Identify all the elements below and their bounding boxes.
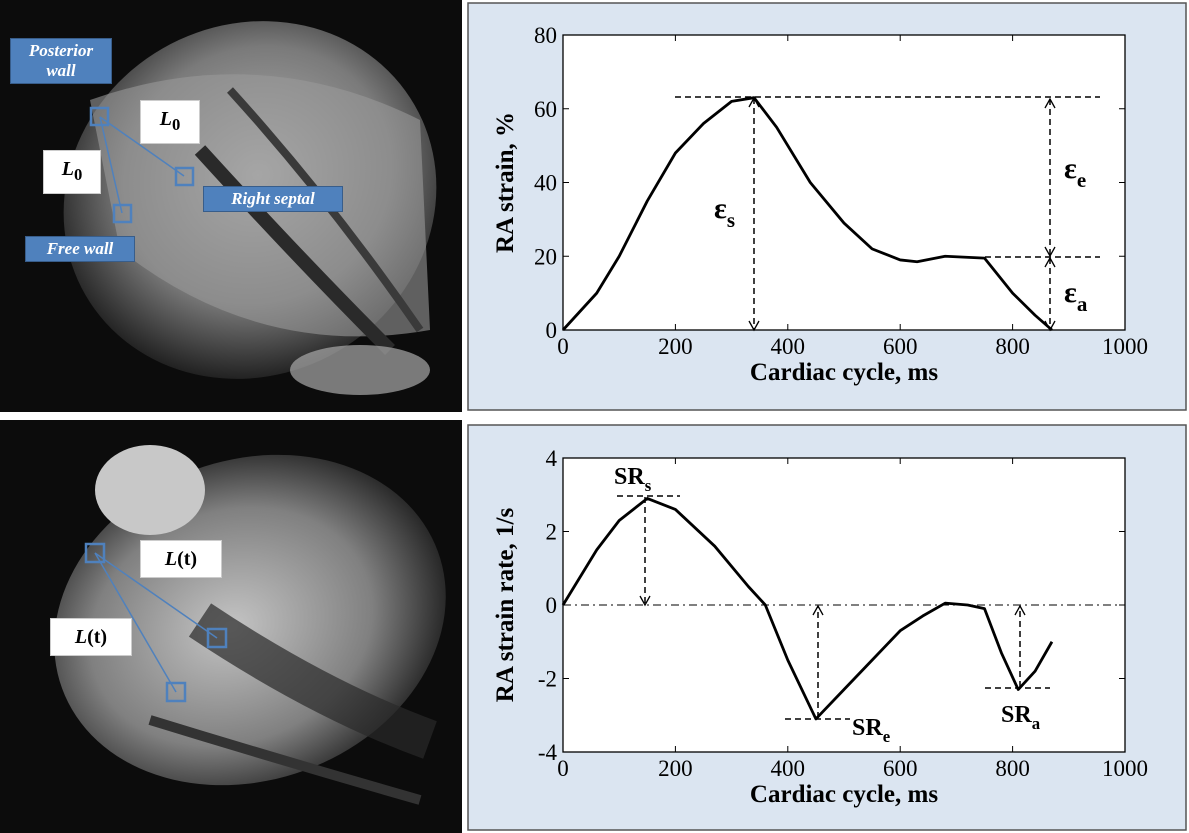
- annotation-main: ε: [1064, 276, 1077, 309]
- figure: 02004006008001000020406080Cardiac cycle,…: [0, 0, 1189, 833]
- image-label-text: L: [160, 108, 172, 130]
- x-tick-label: 400: [771, 756, 806, 781]
- image-label-text: Posterior wall: [29, 41, 93, 80]
- image-label-suffix: (t): [177, 548, 197, 570]
- y-tick-label: 0: [546, 593, 558, 618]
- x-tick-label: 200: [658, 756, 693, 781]
- y-tick-label: 0: [546, 318, 558, 343]
- image-label: L0: [140, 100, 200, 144]
- x-tick-label: 600: [883, 756, 918, 781]
- y-axis-label: RA strain rate, 1/s: [492, 508, 519, 703]
- y-tick-label: 2: [546, 520, 558, 545]
- x-tick-label: 1000: [1102, 756, 1148, 781]
- annotation-main: ε: [714, 192, 727, 225]
- annotation-sub: a: [1032, 714, 1041, 733]
- y-tick-label: 20: [534, 244, 557, 269]
- annotation-sub: s: [727, 208, 735, 232]
- x-axis-label: Cardiac cycle, ms: [750, 359, 938, 386]
- x-tick-label: 800: [995, 756, 1030, 781]
- x-tick-label: 400: [771, 334, 806, 359]
- image-label: L0: [43, 150, 101, 194]
- image-label: L(t): [50, 618, 132, 656]
- annotation-sub: a: [1077, 292, 1088, 316]
- plot-area: [563, 35, 1125, 330]
- image-label-suffix: (t): [87, 626, 107, 648]
- image-label-text: L: [165, 548, 177, 570]
- y-tick-label: -4: [538, 740, 558, 765]
- annotation-main: SR: [614, 464, 645, 490]
- image-label-text: L: [62, 158, 74, 180]
- y-tick-label: 4: [546, 446, 558, 471]
- annotation-main: ε: [1064, 152, 1077, 185]
- annotation-sub: e: [883, 727, 891, 746]
- image-label-sub: 0: [74, 165, 82, 184]
- x-tick-label: 1000: [1102, 334, 1148, 359]
- y-tick-label: 80: [534, 23, 557, 48]
- x-axis-label: Cardiac cycle, ms: [750, 781, 938, 808]
- image-label-sub: 0: [172, 115, 180, 134]
- annotation-sub: s: [645, 476, 652, 495]
- y-axis-label: RA strain, %: [492, 112, 519, 253]
- annotation-main: SR: [1001, 702, 1032, 728]
- annotation-sub: e: [1077, 168, 1086, 192]
- y-tick-label: 40: [534, 171, 557, 196]
- image-label: L(t): [140, 540, 222, 578]
- x-tick-label: 0: [557, 756, 569, 781]
- y-tick-label: 60: [534, 97, 557, 122]
- image-label-text: L: [75, 626, 87, 648]
- image-label-text: Free wall: [47, 239, 114, 258]
- image-label: Posterior wall: [10, 38, 112, 84]
- image-label: Right septal: [203, 186, 343, 212]
- x-tick-label: 200: [658, 334, 693, 359]
- x-tick-label: 0: [557, 334, 569, 359]
- y-tick-label: -2: [538, 667, 557, 692]
- x-tick-label: 600: [883, 334, 918, 359]
- image-label-text: Right septal: [231, 189, 315, 208]
- image-label: Free wall: [25, 236, 135, 262]
- x-tick-label: 800: [995, 334, 1030, 359]
- annotation-main: SR: [852, 715, 883, 741]
